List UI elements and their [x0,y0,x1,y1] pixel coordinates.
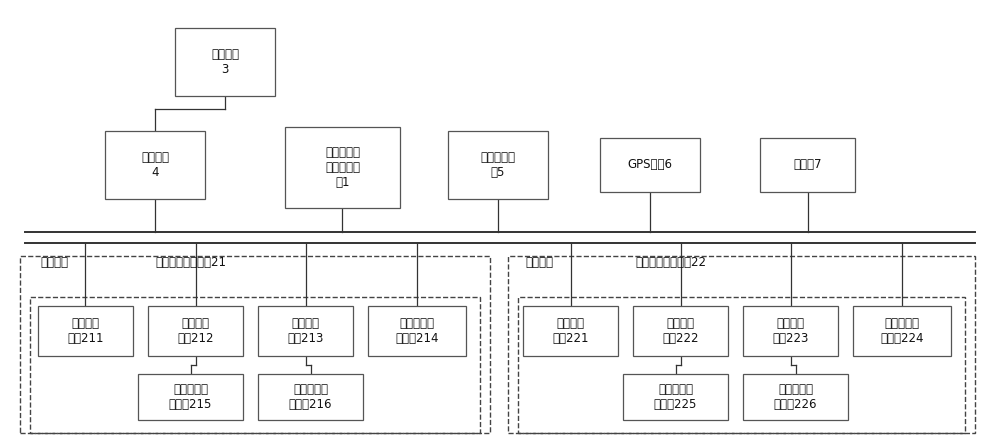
Text: 监控设备
4: 监控设备 4 [141,151,169,179]
Text: 第一智能
接口213: 第一智能 接口213 [287,317,324,345]
FancyBboxPatch shape [743,306,838,356]
FancyBboxPatch shape [138,374,243,420]
FancyBboxPatch shape [368,306,466,356]
Text: 第一间隔: 第一间隔 [40,256,68,269]
Text: 打印机7: 打印机7 [793,159,822,171]
FancyBboxPatch shape [258,306,353,356]
FancyBboxPatch shape [258,374,363,420]
FancyBboxPatch shape [105,131,205,199]
Text: 第二就地保护装置22: 第二就地保护装置22 [635,256,706,269]
Text: 集中式继电
保护管理平
台1: 集中式继电 保护管理平 台1 [325,146,360,189]
Text: 第一就地保护装置21: 第一就地保护装置21 [155,256,226,269]
FancyBboxPatch shape [600,138,700,192]
FancyBboxPatch shape [633,306,728,356]
Text: 第一电子式
互感器215: 第一电子式 互感器215 [169,382,212,411]
Text: 第二电子式
互感器225: 第二电子式 互感器225 [654,382,697,411]
Text: 第一智能一
次设备216: 第一智能一 次设备216 [289,382,332,411]
FancyBboxPatch shape [448,131,548,199]
Text: 第二智能一
次设备226: 第二智能一 次设备226 [774,382,817,411]
Text: 第二状态监
测单元224: 第二状态监 测单元224 [880,317,924,345]
Text: 第一状态监
测单元214: 第一状态监 测单元214 [395,317,439,345]
FancyBboxPatch shape [760,138,855,192]
Text: 远动设备
3: 远动设备 3 [211,48,239,76]
FancyBboxPatch shape [175,28,275,96]
Text: GPS模块6: GPS模块6 [628,159,672,171]
FancyBboxPatch shape [523,306,618,356]
Text: 第二智能
接口223: 第二智能 接口223 [772,317,809,345]
FancyBboxPatch shape [743,374,848,420]
Text: 故障录波设
备5: 故障录波设 备5 [480,151,516,179]
FancyBboxPatch shape [623,374,728,420]
Text: 第二合并
单元222: 第二合并 单元222 [662,317,699,345]
Text: 第二间隔: 第二间隔 [525,256,553,269]
FancyBboxPatch shape [853,306,951,356]
FancyBboxPatch shape [285,127,400,208]
Text: 第一合并
单元212: 第一合并 单元212 [177,317,214,345]
Text: 第一计量
单元211: 第一计量 单元211 [67,317,104,345]
FancyBboxPatch shape [148,306,243,356]
Text: 第二计量
单元221: 第二计量 单元221 [552,317,589,345]
FancyBboxPatch shape [38,306,133,356]
